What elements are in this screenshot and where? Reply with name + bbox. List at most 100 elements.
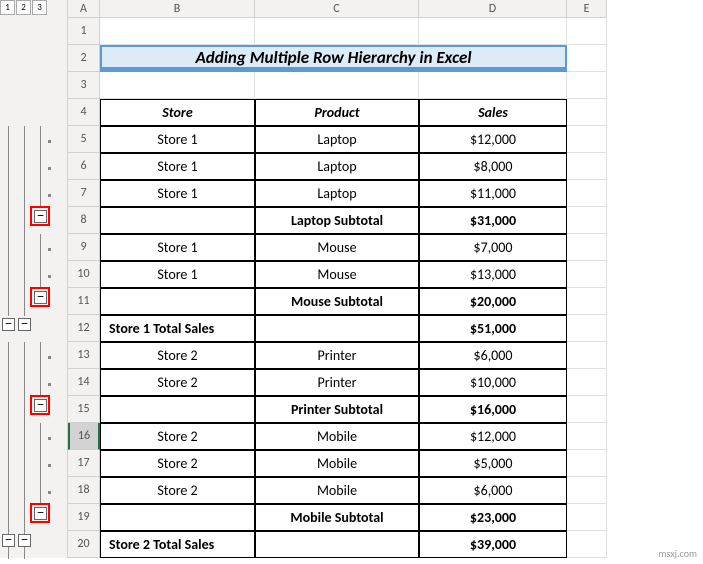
row-header[interactable]: 7 (68, 180, 100, 207)
row-header[interactable]: 15 (68, 396, 100, 423)
data-cell[interactable]: $5,000 (419, 450, 567, 477)
data-cell[interactable]: Mouse Subtotal (255, 288, 419, 315)
header-sales[interactable]: Sales (419, 99, 567, 126)
data-cell[interactable]: Mobile Subtotal (255, 504, 419, 531)
data-cell[interactable]: $10,000 (419, 369, 567, 396)
data-cell[interactable]: $8,000 (419, 153, 567, 180)
data-cell[interactable]: $31,000 (419, 207, 567, 234)
data-cell[interactable]: Mouse (255, 261, 419, 288)
data-cell[interactable]: $13,000 (419, 261, 567, 288)
data-cell[interactable]: Mobile (255, 423, 419, 450)
collapse-button[interactable]: − (18, 534, 31, 547)
cell[interactable] (567, 72, 607, 99)
cell[interactable] (567, 18, 607, 45)
cell[interactable] (255, 18, 419, 45)
col-header-D[interactable]: D (419, 0, 567, 18)
data-cell[interactable]: $6,000 (419, 342, 567, 369)
data-cell[interactable] (100, 396, 255, 423)
row-header[interactable]: 4 (68, 99, 100, 126)
cell[interactable] (567, 234, 607, 261)
cell[interactable] (419, 18, 567, 45)
data-cell[interactable]: Laptop (255, 180, 419, 207)
data-cell[interactable]: Mobile (255, 477, 419, 504)
collapse-button[interactable]: − (18, 318, 31, 331)
data-cell[interactable]: Store 1 (100, 234, 255, 261)
data-cell[interactable] (100, 288, 255, 315)
data-cell[interactable]: $12,000 (419, 126, 567, 153)
row-header[interactable]: 5 (68, 126, 100, 153)
cell[interactable] (567, 180, 607, 207)
data-cell[interactable]: Printer Subtotal (255, 396, 419, 423)
row-header[interactable]: 17 (68, 450, 100, 477)
data-cell[interactable]: Store 2 (100, 477, 255, 504)
data-cell[interactable] (255, 315, 419, 342)
row-header[interactable]: 2 (68, 45, 100, 72)
cell[interactable] (567, 396, 607, 423)
data-cell[interactable]: Store 2 (100, 450, 255, 477)
data-cell[interactable]: $16,000 (419, 396, 567, 423)
row-header-selected[interactable]: 16 (68, 423, 100, 450)
row-header[interactable]: 10 (68, 261, 100, 288)
cell[interactable] (567, 126, 607, 153)
data-cell[interactable] (255, 531, 419, 558)
data-cell[interactable] (100, 504, 255, 531)
data-cell[interactable]: Store 2 Total Sales (100, 531, 255, 558)
data-cell[interactable]: Laptop (255, 126, 419, 153)
outline-level-3[interactable]: 3 (32, 0, 47, 15)
cell[interactable] (567, 531, 607, 558)
header-store[interactable]: Store (100, 99, 255, 126)
row-header[interactable]: 20 (68, 531, 100, 558)
row-header[interactable]: 18 (68, 477, 100, 504)
data-cell[interactable]: $39,000 (419, 531, 567, 558)
row-header[interactable]: 1 (68, 18, 100, 45)
row-header[interactable]: 6 (68, 153, 100, 180)
collapse-button[interactable]: − (2, 318, 15, 331)
data-cell[interactable] (100, 207, 255, 234)
data-cell[interactable]: Store 2 (100, 369, 255, 396)
collapse-button[interactable]: − (2, 534, 15, 547)
col-header-C[interactable]: C (255, 0, 419, 18)
cell[interactable] (567, 99, 607, 126)
cell[interactable] (567, 153, 607, 180)
data-cell[interactable]: $23,000 (419, 504, 567, 531)
data-cell[interactable]: $6,000 (419, 477, 567, 504)
cell[interactable] (567, 261, 607, 288)
cell[interactable] (567, 207, 607, 234)
cell[interactable] (567, 477, 607, 504)
cell[interactable] (567, 288, 607, 315)
cell[interactable] (567, 423, 607, 450)
row-header[interactable]: 8 (68, 207, 100, 234)
data-cell[interactable]: Store 1 (100, 261, 255, 288)
cell[interactable] (100, 72, 255, 99)
row-header[interactable]: 9 (68, 234, 100, 261)
col-header-A[interactable]: A (68, 0, 100, 18)
data-cell[interactable]: $11,000 (419, 180, 567, 207)
outline-level-1[interactable]: 1 (0, 0, 15, 15)
data-cell[interactable]: Laptop Subtotal (255, 207, 419, 234)
cell[interactable] (567, 342, 607, 369)
title-cell[interactable]: Adding Multiple Row Hierarchy in Excel (100, 45, 567, 72)
data-cell[interactable]: Printer (255, 342, 419, 369)
row-header[interactable]: 11 (68, 288, 100, 315)
row-header[interactable]: 14 (68, 369, 100, 396)
cell[interactable] (567, 369, 607, 396)
row-header[interactable]: 13 (68, 342, 100, 369)
row-header[interactable]: 12 (68, 315, 100, 342)
data-cell[interactable]: Laptop (255, 153, 419, 180)
header-product[interactable]: Product (255, 99, 419, 126)
cell[interactable] (567, 45, 607, 72)
data-cell[interactable]: Store 2 (100, 342, 255, 369)
data-cell[interactable]: $51,000 (419, 315, 567, 342)
cell[interactable] (567, 315, 607, 342)
data-cell[interactable]: Store 1 (100, 180, 255, 207)
cell[interactable] (567, 450, 607, 477)
cell[interactable] (255, 72, 419, 99)
data-cell[interactable]: Store 2 (100, 423, 255, 450)
col-header-E[interactable]: E (567, 0, 607, 18)
row-header[interactable]: 3 (68, 72, 100, 99)
outline-level-2[interactable]: 2 (16, 0, 31, 15)
data-cell[interactable]: $12,000 (419, 423, 567, 450)
col-header-B[interactable]: B (100, 0, 255, 18)
cell[interactable] (419, 72, 567, 99)
data-cell[interactable]: Store 1 (100, 153, 255, 180)
